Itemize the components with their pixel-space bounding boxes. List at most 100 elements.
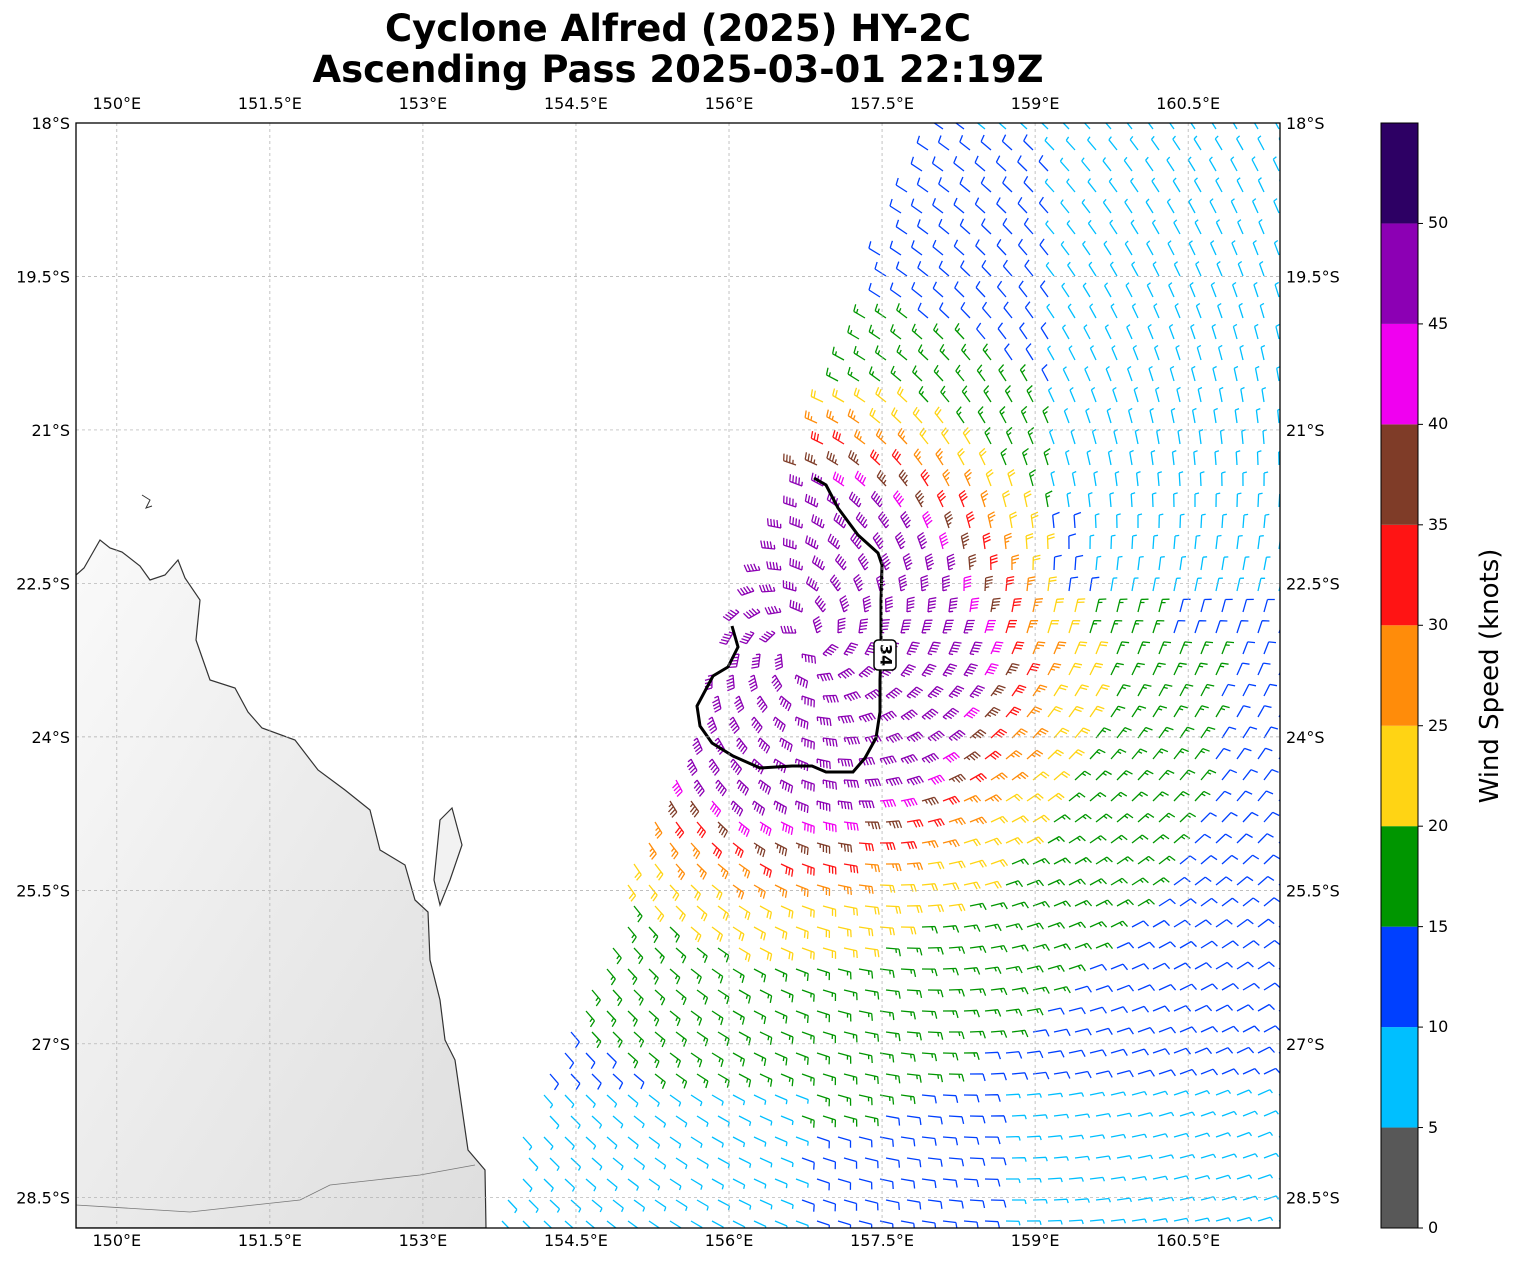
wind-barb — [814, 595, 827, 613]
wind-barb — [1089, 1049, 1107, 1057]
wind-barb — [900, 619, 912, 634]
wind-barb — [1150, 135, 1160, 151]
wind-barb — [978, 447, 987, 466]
wind-barb — [805, 535, 819, 550]
wind-barb — [1045, 220, 1055, 235]
wind-barb — [1131, 534, 1137, 550]
wind-barb — [1231, 240, 1238, 256]
wind-barb — [1158, 1154, 1175, 1159]
wind-barb — [895, 219, 908, 235]
wind-barb — [1240, 386, 1245, 403]
wind-barb — [858, 800, 875, 809]
wind-barb — [1242, 1025, 1260, 1033]
wind-barb — [1047, 1050, 1065, 1058]
wind-barb — [1068, 1134, 1085, 1140]
wind-barb — [837, 1010, 852, 1022]
wind-barb — [696, 947, 708, 964]
wind-barb — [795, 1136, 809, 1146]
wind-barb — [1068, 619, 1081, 634]
wind-barb — [1263, 897, 1280, 907]
wind-barb — [879, 842, 896, 851]
wind-barb — [1152, 748, 1169, 760]
wind-barb — [1236, 961, 1254, 970]
wind-barb — [1095, 598, 1107, 613]
wind-barb — [1089, 1091, 1106, 1097]
wind-barb — [759, 1073, 773, 1087]
wind-barb — [810, 430, 824, 445]
wind-barb — [709, 800, 722, 818]
wind-barb — [906, 1031, 922, 1041]
wind-barb — [980, 176, 992, 193]
wind-barb — [885, 947, 901, 957]
wind-barb — [1074, 1113, 1091, 1119]
wind-barb — [1131, 705, 1147, 718]
wind-barb — [1173, 577, 1181, 592]
wind-barb — [969, 1030, 986, 1039]
wind-barb — [1194, 1004, 1213, 1012]
wind-barb — [1158, 556, 1165, 571]
wind-barb — [1133, 386, 1139, 403]
wind-barb — [1263, 854, 1280, 865]
wind-barb — [753, 1178, 767, 1189]
wind-barb — [1095, 899, 1113, 907]
wind-barb — [921, 925, 938, 934]
wind-barb — [758, 584, 776, 593]
wind-barb — [900, 1094, 916, 1105]
wind-barb — [969, 1073, 986, 1082]
wind-barb — [1095, 1197, 1112, 1203]
wind-barb — [1068, 576, 1079, 592]
wind-barb — [732, 1220, 746, 1228]
lat-tick-label: 28.5°S — [16, 1188, 70, 1207]
wind-barb — [990, 772, 1008, 781]
wind-barb — [585, 1136, 597, 1150]
wind-barb — [1074, 1028, 1092, 1036]
wind-barb — [837, 1220, 852, 1228]
wind-barb — [1242, 513, 1249, 529]
wind-barb — [753, 926, 767, 941]
wind-barb — [729, 653, 740, 669]
wind-barb — [891, 407, 902, 424]
wind-barb — [1026, 1177, 1042, 1183]
wind-barb — [837, 968, 852, 980]
wind-barb — [1089, 534, 1095, 550]
wind-barb — [717, 863, 729, 880]
wind-barb — [1000, 447, 1008, 466]
wind-barb — [948, 946, 966, 954]
wind-barb — [1074, 856, 1092, 865]
wind-barb — [1285, 940, 1301, 948]
wind-barb — [1087, 219, 1097, 235]
wind-barb — [847, 366, 860, 382]
wind-barb — [1242, 726, 1258, 739]
wind-barb — [780, 1073, 794, 1087]
wind-barb — [717, 905, 730, 921]
wind-barb — [591, 1073, 602, 1090]
wind-barb — [921, 1136, 937, 1146]
wind-barb — [1200, 983, 1218, 991]
wind-barb — [522, 1136, 533, 1151]
wind-barb — [1105, 123, 1112, 130]
wind-barb — [570, 1073, 581, 1091]
wind-barb — [1236, 577, 1245, 592]
wind-barb — [1063, 407, 1070, 424]
wind-barb — [968, 553, 977, 571]
wind-barb — [1047, 619, 1060, 634]
wind-barb — [738, 1115, 752, 1127]
wind-barb — [837, 714, 855, 724]
wind-barb — [1026, 1093, 1042, 1098]
wind-barb — [1200, 513, 1206, 529]
wind-barb — [648, 1136, 661, 1149]
wind-barb — [1200, 726, 1216, 739]
wind-barb — [853, 429, 866, 445]
wind-barb — [1254, 365, 1260, 382]
wind-barb — [1062, 366, 1070, 382]
wind-barb — [1002, 259, 1013, 277]
wind-barb — [1194, 1217, 1211, 1222]
wind-barb — [1110, 920, 1128, 928]
wind-barb — [1089, 748, 1106, 760]
wind-barb — [906, 1115, 922, 1126]
wind-barb — [906, 641, 920, 656]
wind-barb — [858, 926, 874, 937]
wind-barb — [921, 1094, 937, 1104]
wind-barb — [1200, 1026, 1219, 1033]
wind-barb — [1110, 1006, 1129, 1014]
